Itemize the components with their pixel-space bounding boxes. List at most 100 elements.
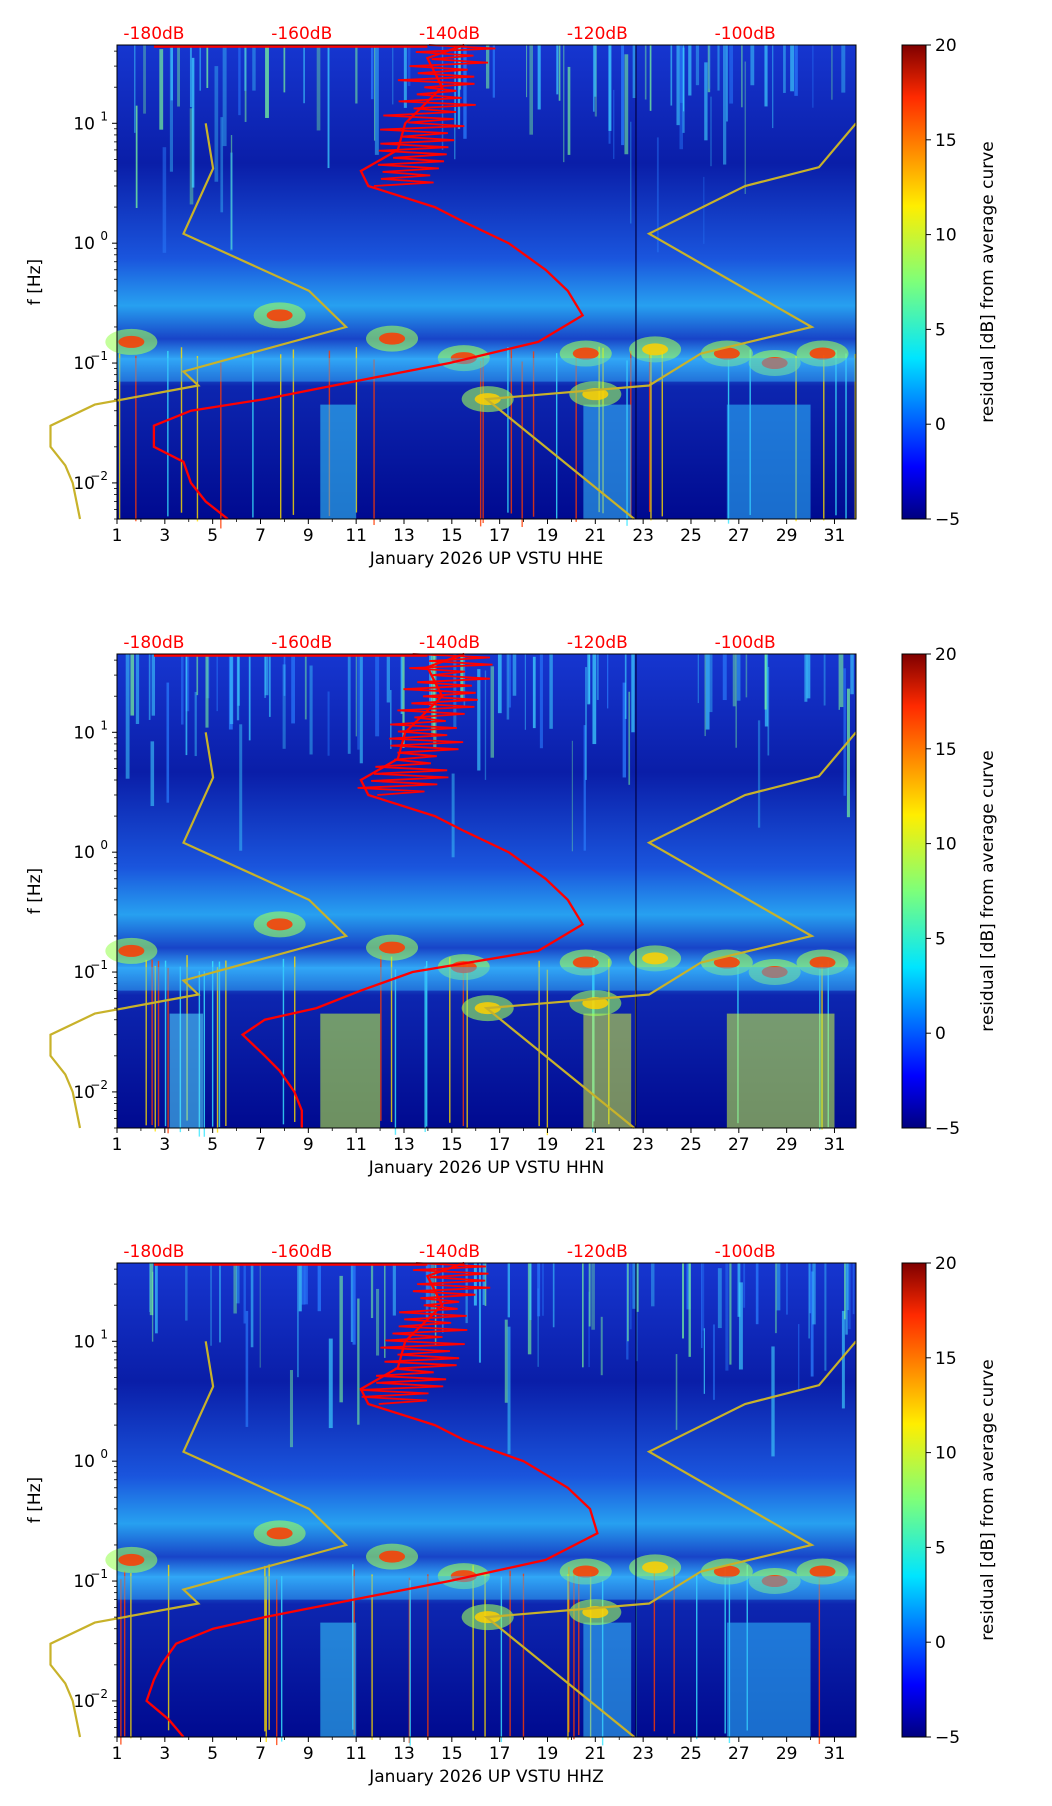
heatmap-spike bbox=[479, 360, 482, 527]
heatmap-streak bbox=[848, 1263, 851, 1330]
heatmap-streak bbox=[150, 741, 155, 807]
heatmap-streak bbox=[838, 654, 840, 710]
heatmap-streak bbox=[607, 654, 609, 709]
heatmap-streak bbox=[268, 654, 271, 717]
heatmap-spike bbox=[380, 955, 382, 1121]
heatmap-hotspot-core bbox=[761, 966, 788, 979]
heatmap-streak bbox=[624, 654, 627, 719]
heatmap-streak bbox=[710, 96, 712, 167]
heatmap-streak bbox=[635, 1263, 639, 1312]
heatmap-streak bbox=[743, 1263, 746, 1308]
heatmap-streak bbox=[823, 654, 826, 706]
colorbar-tick-label: 20 bbox=[935, 36, 957, 56]
x-tick-label: 27 bbox=[728, 1135, 750, 1155]
heatmap-streak bbox=[219, 1263, 221, 1343]
heatmap-streak bbox=[374, 45, 379, 155]
heatmap-streak bbox=[237, 654, 240, 706]
heatmap-streak bbox=[585, 667, 587, 780]
heatmap-spike bbox=[546, 969, 549, 1136]
y-tick-label: 10 bbox=[73, 1692, 95, 1712]
heatmap-spike bbox=[355, 347, 358, 513]
heatmap-streak bbox=[737, 1263, 741, 1317]
top-db-tick-label: -160dB bbox=[271, 633, 332, 653]
noise-model-low-curve bbox=[49, 123, 349, 520]
heatmap-spike bbox=[573, 1573, 575, 1740]
heatmap-streak bbox=[130, 654, 135, 716]
heatmap-streak bbox=[135, 654, 140, 724]
heatmap-streak bbox=[316, 45, 321, 131]
heatmap-streak bbox=[370, 1263, 374, 1319]
heatmap-streak bbox=[252, 45, 256, 91]
y-tick-label: 10 bbox=[73, 234, 95, 254]
heatmap-spike bbox=[835, 349, 837, 516]
heatmap-spike bbox=[567, 1574, 569, 1740]
heatmap-streak bbox=[587, 654, 591, 705]
noise-model-high-curve bbox=[483, 1340, 857, 1738]
heatmap-streak bbox=[806, 654, 811, 699]
heatmap-streak bbox=[697, 654, 699, 704]
heatmap-streak bbox=[680, 45, 684, 103]
heatmap-streak bbox=[537, 45, 541, 110]
heatmap-streak bbox=[245, 1310, 249, 1427]
x-tick-label: 31 bbox=[824, 526, 846, 546]
heatmap-spike bbox=[151, 959, 153, 1126]
heatmap-streak bbox=[537, 1288, 539, 1367]
x-tick-label: 13 bbox=[393, 1744, 415, 1764]
x-tick-label: 21 bbox=[584, 526, 606, 546]
heatmap-streak bbox=[497, 654, 502, 714]
heatmap-streak bbox=[282, 664, 286, 749]
heatmap-streak bbox=[592, 45, 595, 112]
heatmap-streak bbox=[591, 1263, 595, 1330]
x-axis-label: January 2026 UP VSTU HHE bbox=[369, 549, 604, 569]
x-tick-label: 5 bbox=[207, 1744, 218, 1764]
heatmap-spike bbox=[509, 1570, 511, 1737]
heatmap-lowfreq-block bbox=[726, 1622, 811, 1737]
heatmap-spike bbox=[371, 1574, 373, 1740]
heatmap-streak bbox=[723, 45, 727, 165]
heatmap-spike bbox=[555, 353, 558, 519]
y-tick-label: 10 bbox=[73, 1572, 95, 1592]
heatmap-streak bbox=[283, 654, 286, 696]
heatmap-streak bbox=[600, 1316, 603, 1376]
x-tick-label: 17 bbox=[489, 526, 511, 546]
heatmap-streak bbox=[631, 654, 635, 733]
x-tick-label: 29 bbox=[776, 1744, 798, 1764]
heatmap-spike bbox=[211, 961, 214, 1127]
heatmap-streak bbox=[596, 654, 599, 700]
y-tick-exponent: 1 bbox=[100, 109, 108, 123]
heatmap-spike bbox=[466, 963, 468, 1129]
y-tick-exponent: −1 bbox=[90, 958, 108, 972]
heatmap-spike bbox=[196, 356, 199, 522]
heatmap-streak bbox=[465, 1263, 468, 1324]
heatmap-spike bbox=[648, 346, 651, 512]
heatmap-streak bbox=[357, 1298, 360, 1425]
x-tick-label: 19 bbox=[537, 1135, 559, 1155]
heatmap-streak bbox=[297, 1263, 299, 1378]
heatmap-streak bbox=[767, 666, 770, 756]
heatmap-streak bbox=[169, 45, 173, 172]
heatmap-spike bbox=[568, 1566, 570, 1733]
top-db-tick-label: -100dB bbox=[715, 1242, 776, 1262]
heatmap-streak bbox=[283, 45, 286, 93]
y-tick-exponent: −2 bbox=[90, 469, 108, 483]
x-tick-label: 5 bbox=[207, 1135, 218, 1155]
heatmap-streak bbox=[675, 1354, 678, 1430]
top-db-tick-label: -100dB bbox=[715, 24, 776, 44]
heatmap-streak bbox=[355, 45, 358, 104]
heatmap-streak bbox=[725, 1263, 729, 1371]
heatmap-spike bbox=[484, 1572, 486, 1738]
heatmap-lowfreq-block bbox=[583, 1622, 632, 1737]
heatmap-streak bbox=[214, 66, 219, 182]
x-tick-label: 7 bbox=[255, 526, 266, 546]
y-axis-label: f [Hz] bbox=[25, 1477, 45, 1523]
x-tick-label: 21 bbox=[584, 1744, 606, 1764]
heatmap-streak bbox=[244, 45, 247, 122]
heatmap-streak bbox=[162, 147, 167, 253]
heatmap-streak bbox=[745, 654, 748, 698]
heatmap-streak bbox=[656, 137, 659, 253]
heatmap-streak bbox=[629, 1263, 632, 1330]
y-tick-label: 10 bbox=[73, 1452, 95, 1472]
psd-curve bbox=[145, 1261, 599, 1738]
heatmap-streak bbox=[357, 654, 360, 750]
